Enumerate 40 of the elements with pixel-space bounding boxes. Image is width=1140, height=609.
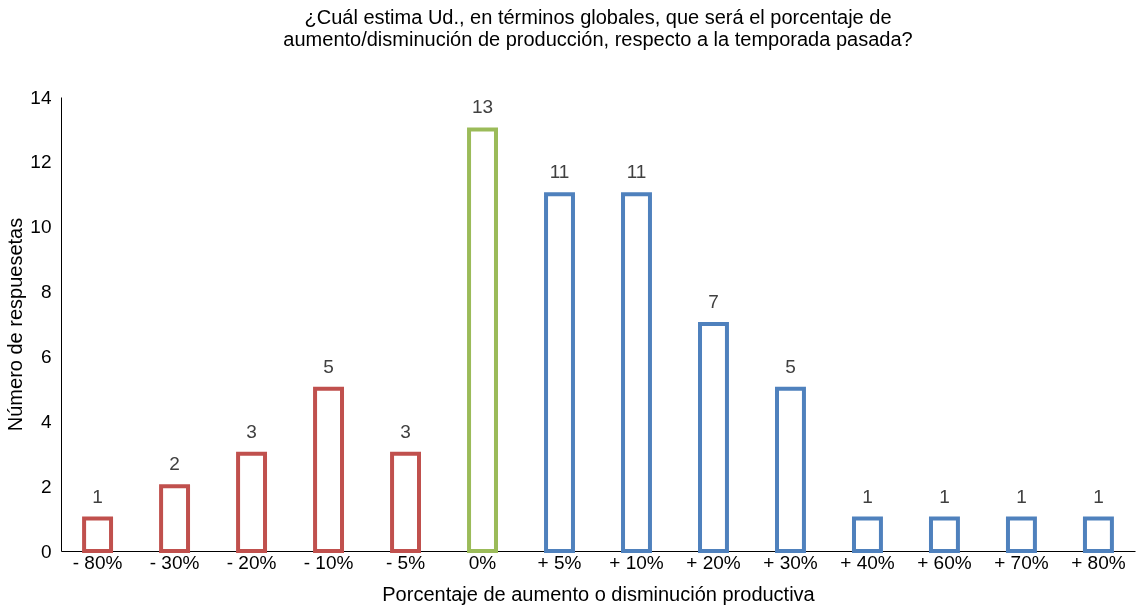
y-axis-title: Número de respuesetas: [4, 217, 27, 432]
x-tick-label: - 10%: [303, 551, 354, 573]
x-tick-label: + 30%: [763, 551, 818, 573]
x-tick-label: + 5%: [537, 551, 582, 573]
data-label: 1: [1093, 485, 1104, 507]
text: ¿Cuál estima Ud., en términos globales, que será el porcentaje de: [304, 6, 892, 28]
y-tick-label: 8: [40, 281, 52, 303]
x-tick-label: + 20%: [686, 551, 741, 573]
data-label: 1: [92, 485, 103, 507]
y-tick-label: 14: [30, 86, 52, 108]
y-tick-label: 0: [40, 540, 52, 562]
y-tick-label: 10: [30, 216, 52, 238]
x-tick-label: - 80%: [72, 551, 123, 573]
x-axis-title: Porcentaje de aumento o disminución productiva: [382, 582, 816, 605]
x-tick-label: - 30%: [149, 551, 200, 573]
x-tick-label: + 70%: [994, 551, 1049, 573]
y-tick-label: 12: [30, 151, 52, 173]
data-label: 11: [626, 161, 647, 183]
data-label: 5: [323, 355, 334, 377]
data-label: 5: [785, 355, 796, 377]
data-label: 2: [169, 453, 180, 475]
y-tick-label: 4: [40, 410, 52, 432]
y-tick-label: 6: [40, 345, 52, 367]
x-tick-label: + 10%: [609, 551, 664, 573]
data-label: 3: [400, 420, 411, 442]
x-tick-label: 0%: [468, 551, 497, 573]
x-tick-label: - 5%: [385, 551, 426, 573]
text: aumento/disminución de producción, respecto a la temporada pasada?: [283, 28, 913, 50]
data-label: 3: [246, 420, 257, 442]
y-tick-label: 2: [40, 475, 52, 497]
x-tick-label: + 40%: [840, 551, 895, 573]
x-tick-label: + 60%: [917, 551, 972, 573]
data-label: 7: [708, 291, 719, 312]
data-label: 1: [939, 485, 950, 507]
x-tick-label: - 20%: [226, 551, 277, 573]
data-label: 1: [862, 485, 873, 507]
data-label: 11: [549, 161, 570, 183]
data-label: 13: [471, 96, 494, 118]
data-label: 1: [1016, 485, 1027, 507]
x-tick-label: + 80%: [1071, 551, 1126, 573]
